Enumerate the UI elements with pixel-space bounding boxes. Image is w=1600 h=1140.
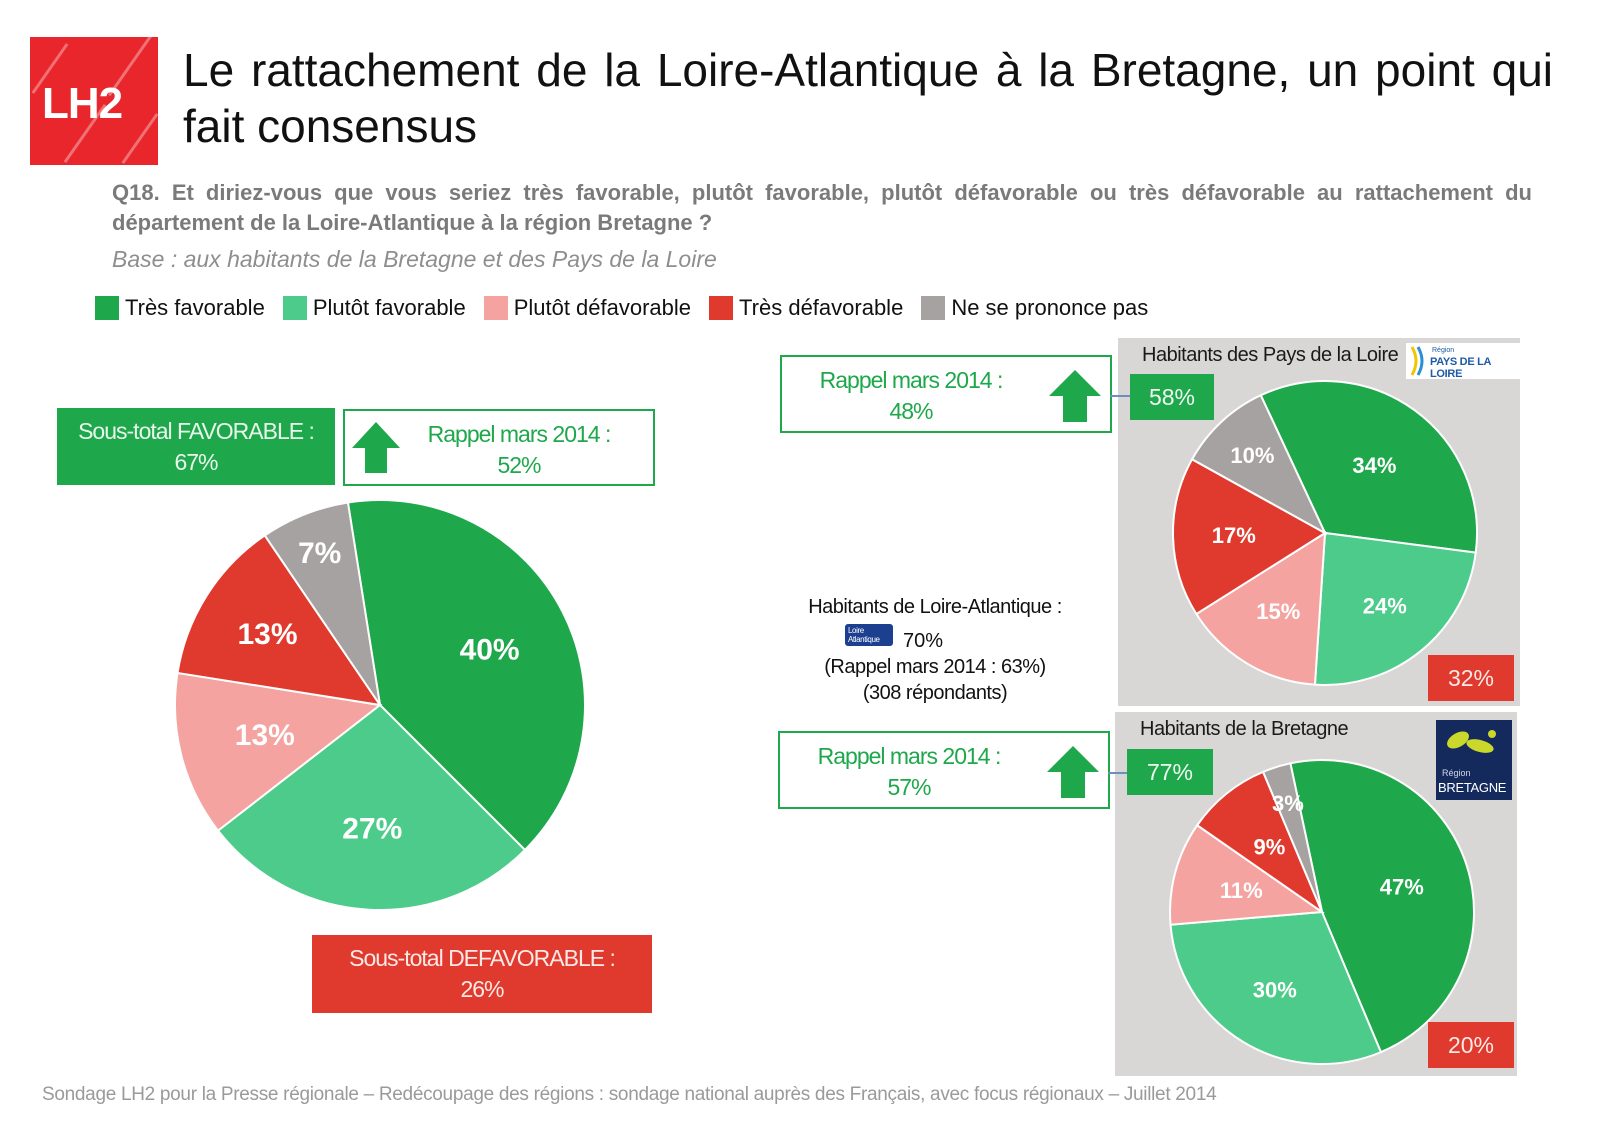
up-arrow-icon (1049, 370, 1101, 422)
legend-label: Ne se prononce pas (951, 295, 1149, 320)
loire-atlantique-rappel: (Rappel mars 2014 : 63%) (824, 656, 1046, 678)
legend-item: Plutôt défavorable (483, 295, 692, 321)
bretagne-defavorable-tag: 20% (1428, 1022, 1514, 1068)
logo-text: LH2 (42, 79, 123, 128)
pays-loire-pie-data-label: 17% (1212, 523, 1256, 548)
pays-loire-pie-data-label: 34% (1352, 453, 1396, 478)
bretagne-favorable-tag: 77% (1127, 749, 1213, 795)
bretagne-pie-slice-0 (1289, 759, 1475, 1054)
loire-atlantique-value: 70% (903, 630, 944, 652)
loire-atlantique-logo-text: Loire Atlantique (848, 626, 880, 644)
main-pie-data-label: 13% (235, 719, 295, 752)
pays-loire-logo-icon (1410, 346, 1424, 376)
legend-swatch (95, 296, 119, 320)
subtotal-defavorable-box: Sous-total DEFAVORABLE : 26% (312, 935, 652, 1013)
survey-base: Base : aux habitants de la Bretagne et d… (112, 246, 717, 272)
main-pie-slice-1 (216, 703, 527, 911)
bretagne-title: Habitants de la Bretagne (1140, 718, 1349, 740)
rappel-label-bretagne: Rappel mars 2014 : (817, 743, 1002, 769)
chart-legend: Très favorable Plutôt favorable Plutôt déf… (95, 295, 1166, 321)
rappel-value-pays-loire: 48% (889, 398, 933, 424)
bretagne-pie-data-label: 3% (1272, 791, 1304, 816)
bretagne-logo-icon (1447, 730, 1496, 753)
bretagne-pie-slice-3 (1195, 770, 1325, 915)
bretagne-pie-data-label: 47% (1380, 875, 1424, 900)
main-pie-slice-2 (174, 671, 383, 833)
pays-loire-favorable-tag: 58% (1130, 374, 1214, 420)
subtotal-favorable-value: 67% (174, 449, 218, 475)
legend-item: Ne se prononce pas (921, 295, 1148, 321)
subtotal-defavorable-label: Sous-total DEFAVORABLE : (349, 945, 616, 971)
main-pie-data-label: 7% (298, 537, 341, 570)
connector-line (1108, 772, 1130, 774)
subtotal-favorable-box: Sous-total FAVORABLE : 67% (57, 408, 335, 485)
legend-item: Très défavorable (709, 295, 903, 321)
loire-atlantique-logo: Loire Atlantique (845, 624, 893, 646)
bretagne-pie-data-label: 30% (1253, 978, 1297, 1003)
legend-label: Plutôt favorable (312, 295, 466, 320)
legend-swatch (709, 296, 734, 320)
pays-loire-pie-chart: 34% 24% 15% 17% 10% (1172, 380, 1478, 686)
main-pie-data-label: 40% (460, 634, 520, 667)
rappel-label: Rappel mars 2014 : (427, 421, 612, 447)
main-pie-chart: 40% 27% 13% 13% 7% (174, 499, 586, 911)
loire-atlantique-title: Habitants de Loire-Atlantique : (808, 596, 1062, 618)
main-pie-slice-4 (263, 501, 381, 706)
main-pie-slice-3 (176, 534, 383, 707)
loire-atlantique-respondents: (308 répondants) (862, 682, 1008, 704)
lh2-logo: LH2 (30, 20, 163, 165)
footer-source: Sondage LH2 pour la Presse régionale – R… (42, 1084, 1217, 1105)
legend-swatch (483, 296, 508, 320)
up-arrow-icon (352, 422, 400, 473)
pays-loire-pie-slice-4 (1190, 393, 1328, 536)
legend-swatch (921, 296, 946, 320)
legend-label: Plutôt défavorable (513, 295, 692, 320)
legend-label: Très favorable (125, 295, 265, 320)
legend-swatch (282, 296, 307, 320)
up-arrow-icon (1047, 746, 1099, 798)
subtotal-favorable-label: Sous-total FAVORABLE : (78, 418, 315, 444)
bretagne-pie-data-label: 9% (1253, 835, 1285, 860)
legend-item: Plutôt favorable (282, 295, 466, 321)
rappel-value: 52% (497, 452, 541, 478)
subtotal-defavorable-value: 26% (460, 976, 504, 1002)
pays-loire-defavorable-tag: 32% (1428, 655, 1514, 701)
legend-item: Très favorable (95, 295, 265, 321)
pays-loire-pie-data-label: 24% (1363, 594, 1407, 619)
main-pie-data-label: 13% (237, 618, 297, 651)
pays-loire-title: Habitants des Pays de la Loire (1142, 344, 1399, 366)
pays-loire-pie-data-label: 10% (1230, 443, 1274, 468)
bretagne-logo-small: Région (1442, 768, 1471, 778)
main-pie-slice-0 (346, 499, 586, 852)
bretagne-pie-data-label: 11% (1220, 878, 1263, 903)
survey-question: Q18. Et diriez-vous que vous seriez très… (112, 180, 1532, 235)
bretagne-logo: Région BRETAGNE (1436, 720, 1512, 800)
pays-loire-logo-text: PAYS DE LA LOIRE (1430, 356, 1491, 380)
page-title: Le rattachement de la Loire-Atlantique à… (183, 44, 1553, 152)
rappel-label-pays-loire: Rappel mars 2014 : (819, 367, 1004, 393)
pays-loire-logo: Région PAYS DE LA LOIRE (1406, 343, 1522, 380)
rappel-value-bretagne: 57% (887, 774, 931, 800)
main-pie-data-label: 27% (342, 812, 402, 845)
legend-label: Très défavorable (739, 295, 904, 320)
pays-loire-pie-data-label: 15% (1256, 599, 1300, 624)
connector-line (1110, 395, 1132, 397)
bretagne-pie-slice-1 (1169, 910, 1383, 1065)
pays-loire-pie-slice-1 (1313, 531, 1477, 686)
pays-loire-pie-slice-3 (1172, 457, 1327, 616)
pays-loire-logo-small: Région (1432, 347, 1455, 354)
bretagne-pie-chart: 47% 30% 11% 9% 3% (1169, 759, 1475, 1065)
bretagne-logo-text: BRETAGNE (1438, 780, 1507, 795)
pays-loire-pie-slice-2 (1194, 531, 1327, 686)
bretagne-pie-slice-2 (1169, 823, 1325, 926)
bretagne-pie-slice-4 (1261, 762, 1323, 913)
